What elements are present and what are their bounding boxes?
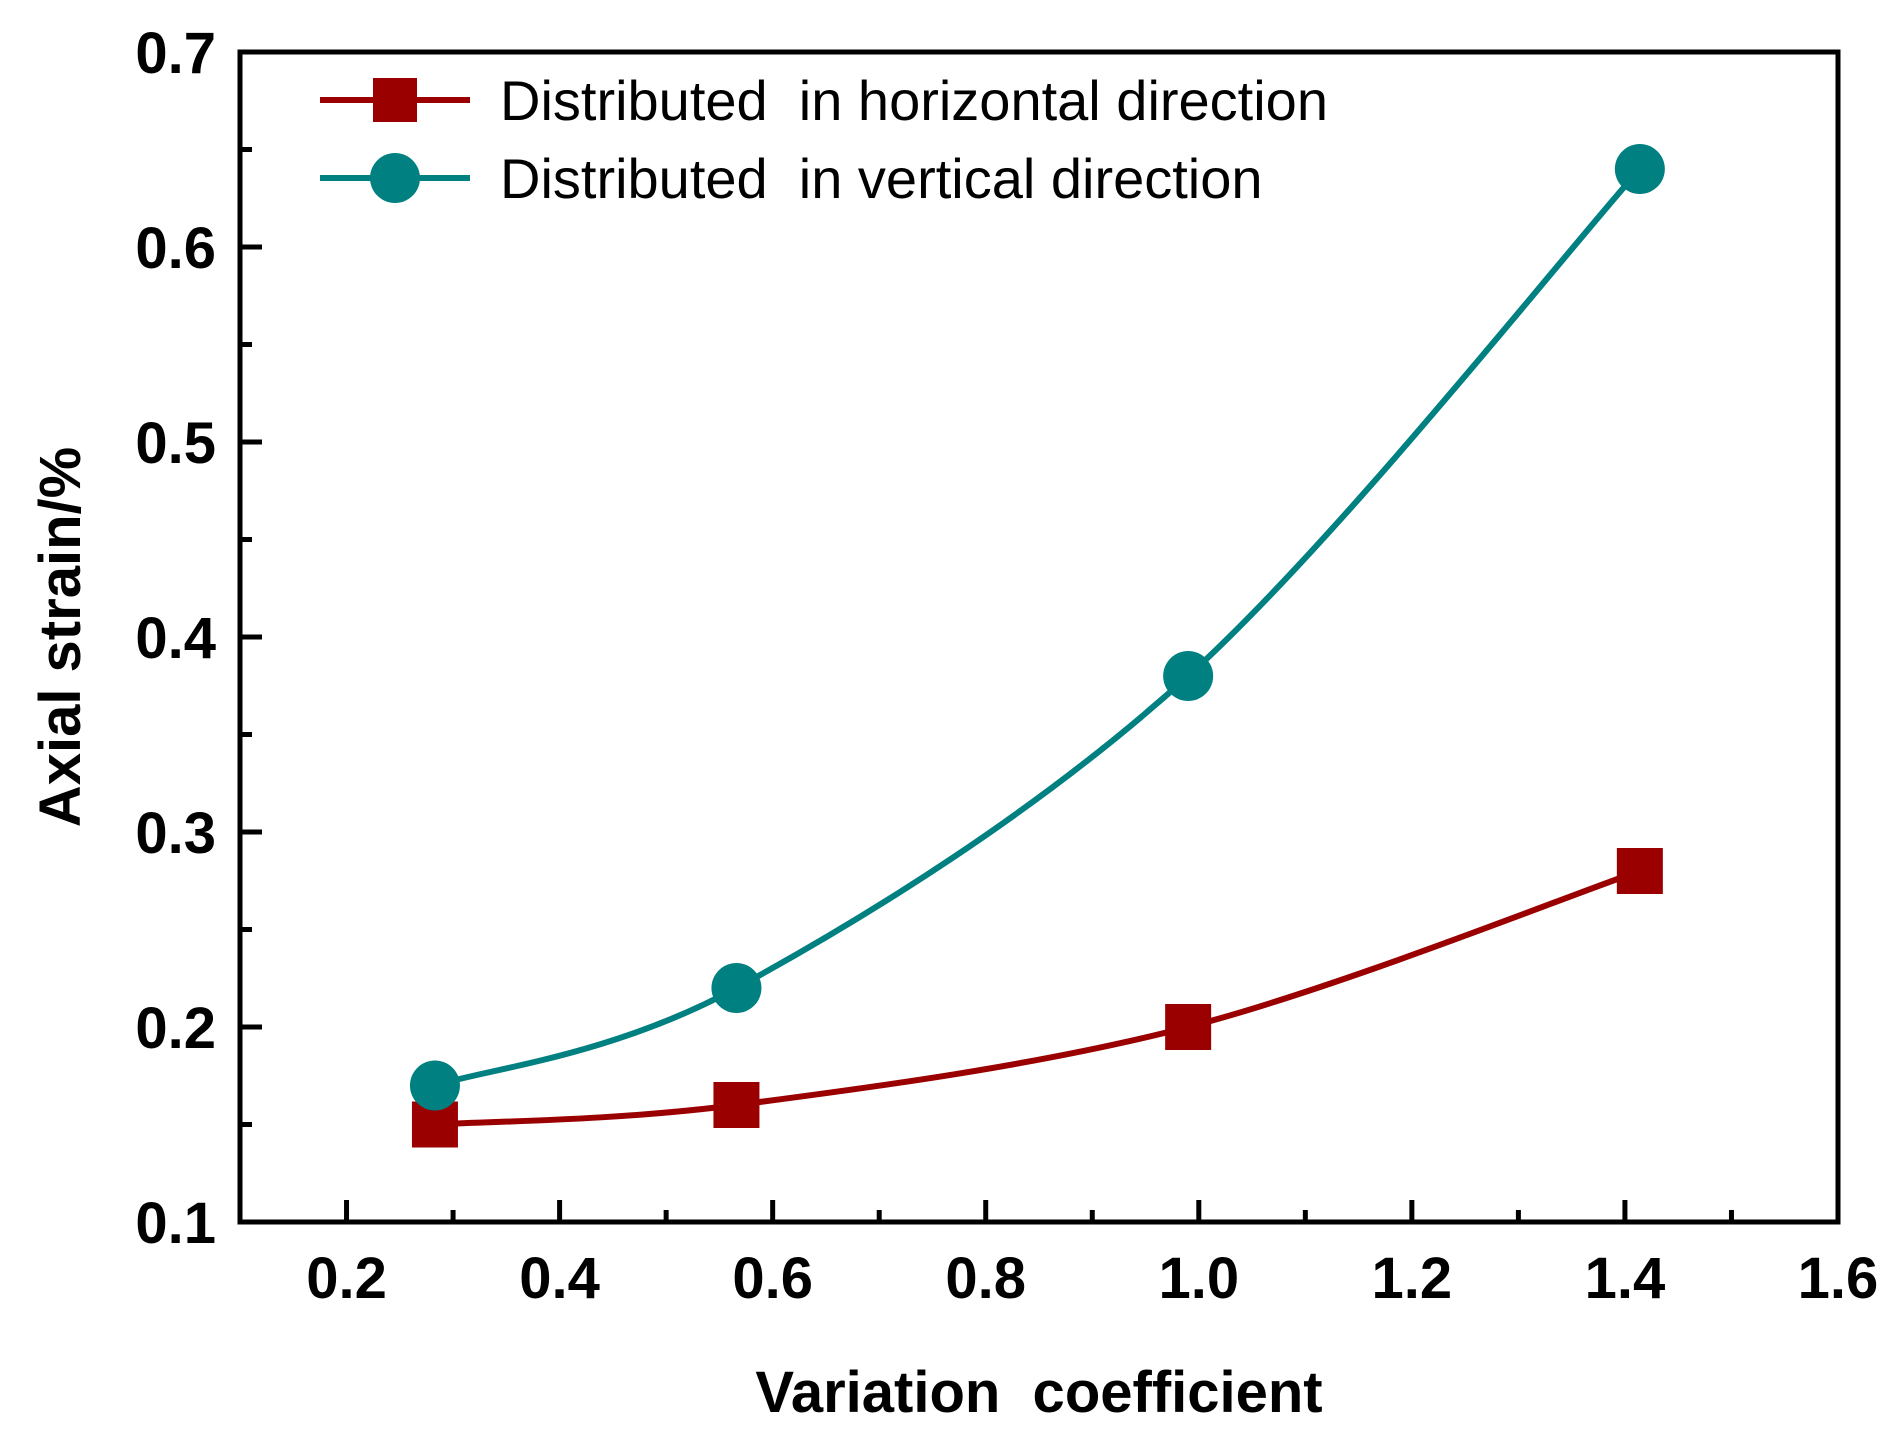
- x-tick-label: 0.2: [306, 1246, 387, 1311]
- data-point-horizontal: [713, 1082, 760, 1128]
- series-layer: [409, 144, 1665, 1148]
- legend-marker-circle: [370, 153, 420, 203]
- x-axis-title: Variation coefficient: [755, 1360, 1322, 1425]
- x-tick-label: 0.4: [519, 1246, 600, 1311]
- y-tick-label: 0.7: [135, 21, 216, 86]
- legend-label-vertical: Distributed in vertical direction: [500, 147, 1263, 210]
- minor-ticks: [240, 147, 1734, 1222]
- y-tick-label: 0.1: [135, 1191, 216, 1256]
- y-tick-label: 0.3: [135, 801, 216, 866]
- data-point-vertical: [1163, 651, 1214, 701]
- y-tick-label: 0.6: [135, 216, 216, 281]
- y-tick-label: 0.4: [135, 606, 216, 671]
- plot-frame: [237, 49, 1841, 1225]
- x-tick-label: 0.6: [732, 1246, 813, 1311]
- data-point-vertical: [1614, 144, 1665, 194]
- y-axis-ticks: 0.1 0.2 0.3 0.4 0.5 0.6 0.7: [135, 21, 262, 1256]
- x-tick-label: 1.4: [1585, 1246, 1666, 1311]
- x-tick-label: 1.2: [1372, 1246, 1453, 1311]
- x-tick-label: 1.6: [1798, 1246, 1879, 1311]
- x-tick-label: 1.0: [1158, 1246, 1239, 1311]
- y-tick-label: 0.2: [135, 996, 216, 1061]
- x-axis-ticks: 0.2 0.4 0.6 0.8 1.0 1.2 1.4 1.6: [306, 1200, 1878, 1311]
- series-line-horizontal: [434, 868, 1641, 1128]
- legend-marker-square: [373, 78, 417, 122]
- legend: Distributed in horizontal direction Dist…: [320, 69, 1328, 210]
- legend-label-horizontal: Distributed in horizontal direction: [500, 69, 1328, 132]
- series-line-vertical: [434, 167, 1643, 1089]
- data-point-horizontal: [1165, 1004, 1212, 1050]
- data-point-vertical: [711, 963, 762, 1013]
- data-point-vertical: [409, 1060, 460, 1111]
- y-axis-title: Axial strain/%: [28, 447, 93, 827]
- x-tick-label: 0.8: [945, 1246, 1026, 1311]
- data-point-horizontal: [1616, 848, 1663, 894]
- y-tick-label: 0.5: [135, 411, 216, 476]
